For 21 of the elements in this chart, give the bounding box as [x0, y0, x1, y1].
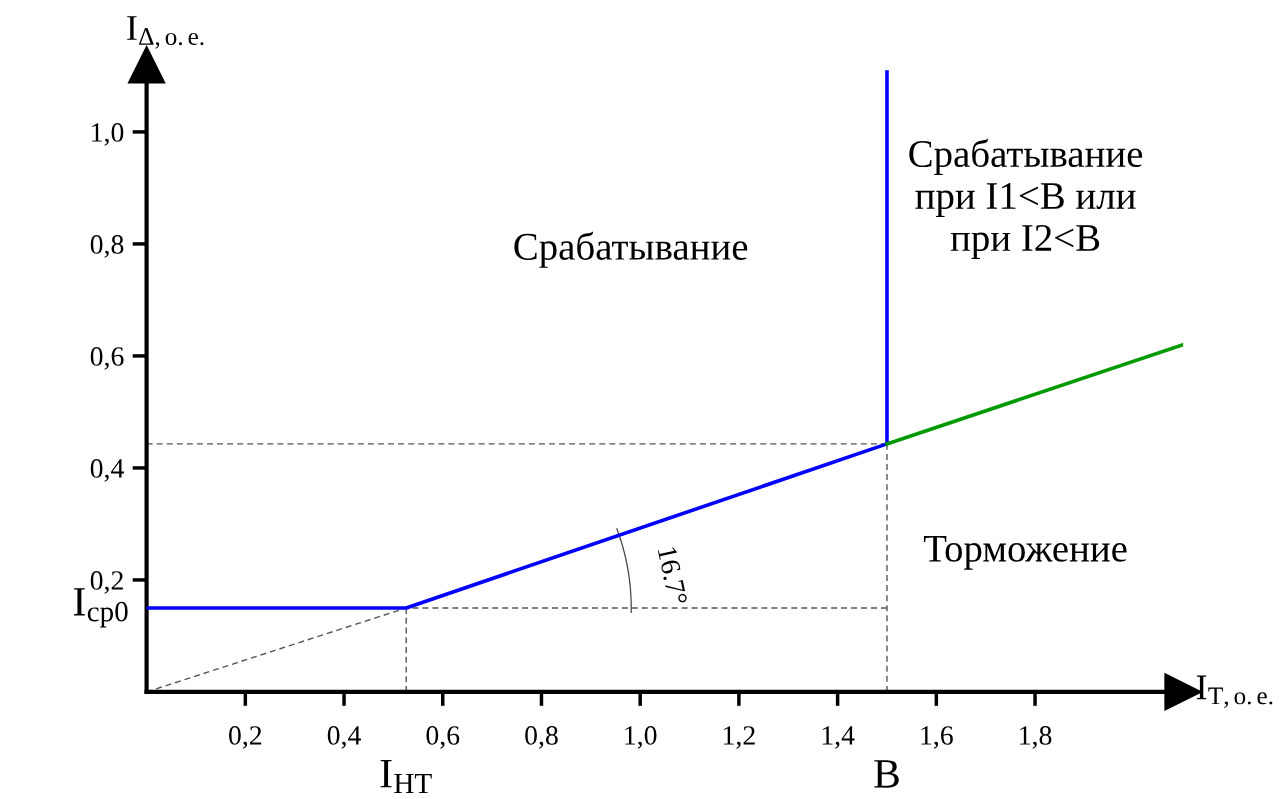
y-axis-title: I$_{Δ,о.е.}$ [127, 16, 204, 49]
y-tick-label: 0,4 [90, 459, 124, 482]
y-tick-label: 0,6 [90, 347, 124, 370]
x-tick-label: 1,4 [822, 726, 855, 749]
x-tick-label: 1,2 [723, 726, 755, 749]
annotation: B [874, 760, 899, 788]
x-tick-label: 0,8 [525, 726, 558, 749]
x-tick-label: 1,6 [921, 726, 953, 749]
y-tick-label: 1,0 [92, 123, 124, 146]
x-tick-label: 0,2 [229, 726, 262, 749]
annotation: I$_{НТ}$ [380, 760, 432, 794]
annotation: Срабатывание при I1<B или при I2<B [909, 138, 1143, 260]
x-axis-title: I$_{Т,о.е.}$ [1196, 675, 1273, 709]
annotation: 16.7° [657, 546, 688, 606]
x-tick-label: 0,4 [327, 726, 361, 749]
x-tick-label: 0,6 [426, 726, 460, 749]
x-tick-label: 1,8 [1020, 726, 1052, 749]
annotation: Срабатывание [514, 231, 748, 268]
annotation: Торможение [923, 535, 1127, 570]
x-tick-label: 1,0 [625, 726, 657, 749]
y-tick-label: 0,8 [90, 235, 124, 258]
